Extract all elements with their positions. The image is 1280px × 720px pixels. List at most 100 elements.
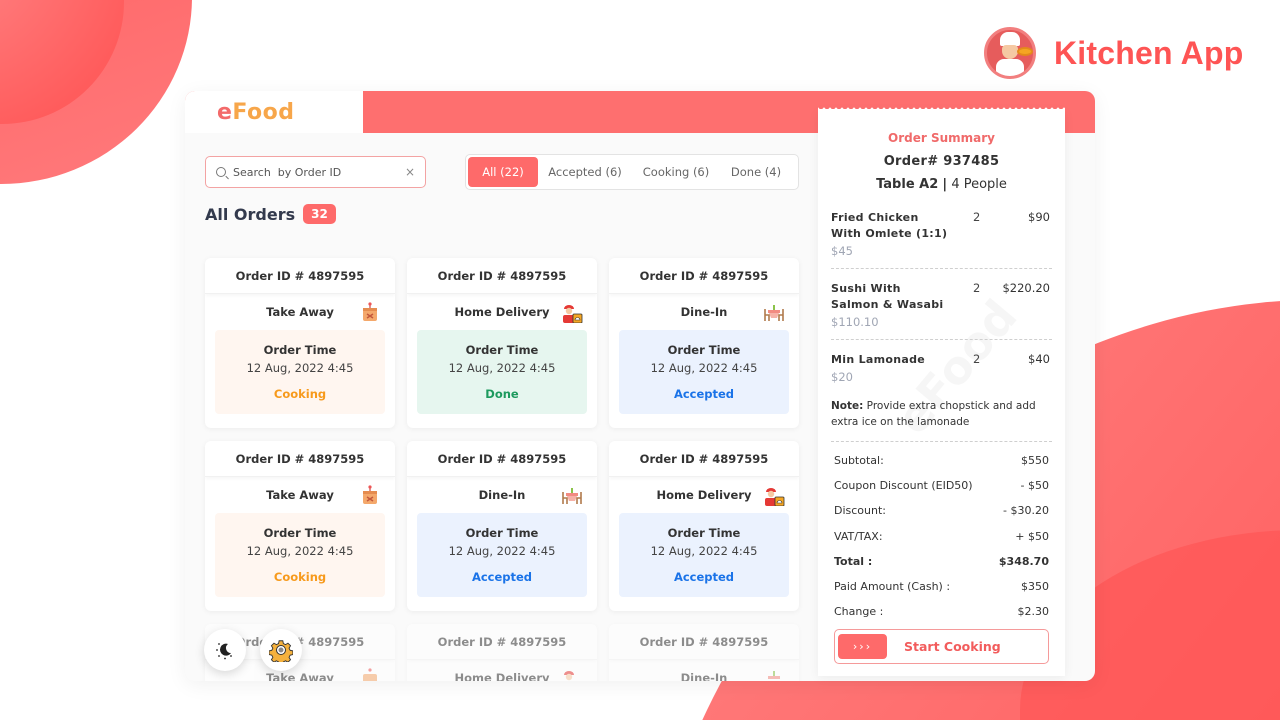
vat-row: VAT/TAX: + $50 <box>834 524 1049 549</box>
order-time-value: 12 Aug, 2022 4:45 <box>448 544 556 558</box>
start-cooking-slider[interactable]: ››› Start Cooking <box>834 629 1049 664</box>
status-badge: Cooking <box>273 387 327 401</box>
summary-order-number: Order# 937485 <box>883 154 1000 169</box>
takeaway-bag-icon <box>363 485 377 504</box>
order-type: Take Away <box>205 477 395 513</box>
order-card[interactable]: Order ID # 4897595 Take Away Order Time … <box>205 441 395 611</box>
order-card[interactable]: Order ID # 4897595 Home Delivery Order T… <box>609 441 799 611</box>
tab-done[interactable]: Done (4) <box>730 165 782 179</box>
row-label: Change : <box>834 605 884 619</box>
order-card[interactable]: Order ID # 4897595 Dine-In <box>609 624 799 681</box>
order-type: Home Delivery <box>407 660 597 681</box>
orders-count-badge: 32 <box>303 204 336 224</box>
search-input[interactable] <box>233 165 405 179</box>
order-type-label: Home Delivery <box>454 305 550 319</box>
order-time-panel: Order Time 12 Aug, 2022 4:45 Accepted <box>619 330 789 414</box>
note-text: Provide extra chopstick and add extra ic… <box>831 400 1036 428</box>
order-card[interactable]: Order ID # 4897595 Take Away Order Time … <box>205 258 395 428</box>
order-type: Dine-In <box>407 477 597 513</box>
order-type-label: Take Away <box>266 488 334 502</box>
item-name: Sushi With Salmon & Wasabi <box>831 282 944 311</box>
delivery-person-icon <box>765 488 785 506</box>
search-icon <box>216 167 226 177</box>
paid-amount-row: Paid Amount (Cash) : $350 <box>834 574 1049 599</box>
row-label: Total : <box>834 554 873 568</box>
order-card[interactable]: Order ID # 4897595 Home Delivery Order T… <box>407 258 597 428</box>
order-type: Home Delivery <box>407 294 597 330</box>
total-row: Total : $348.70 <box>834 549 1049 574</box>
efood-logo[interactable]: eFood <box>217 100 295 125</box>
row-label: Coupon Discount (EID50) <box>834 479 973 493</box>
summary-title: Order Summary <box>888 131 995 145</box>
order-note: Note: Provide extra chopstick and add ex… <box>831 398 1052 442</box>
row-value: $350 <box>1021 580 1049 594</box>
order-time-value: 12 Aug, 2022 4:45 <box>246 544 354 558</box>
row-value: $348.70 <box>998 554 1049 568</box>
item-unit-price: $110.10 <box>831 315 879 329</box>
settings-button[interactable] <box>260 629 302 671</box>
theme-toggle-button[interactable] <box>204 629 246 671</box>
item-total: $90 <box>1028 210 1050 224</box>
order-type: Take Away <box>205 294 395 330</box>
order-time-value: 12 Aug, 2022 4:45 <box>650 544 758 558</box>
item-quantity: 2 <box>973 210 981 224</box>
dine-in-table-icon <box>768 671 780 679</box>
order-summary-panel: eFood Order Summary Order# 937485 Table … <box>818 106 1065 676</box>
order-time-panel: Order Time 12 Aug, 2022 4:45 Accepted <box>619 513 789 597</box>
delivery-person-icon <box>563 305 583 323</box>
tab-cooking[interactable]: Cooking (6) <box>642 165 710 179</box>
order-id: Order ID # 4897595 <box>407 441 597 477</box>
start-cooking-label: Start Cooking <box>904 639 1001 654</box>
page-title: All Orders <box>205 204 296 224</box>
orders-header: All Orders 32 <box>205 204 336 224</box>
order-time-panel: Order Time 12 Aug, 2022 4:45 Accepted <box>417 513 587 597</box>
order-id: Order ID # 4897595 <box>205 441 395 477</box>
order-time-label: Order Time <box>667 526 741 540</box>
order-card[interactable]: Order ID # 4897595 Dine-In Order Time 12… <box>407 441 597 611</box>
order-time-label: Order Time <box>465 343 539 357</box>
order-item: Min Lamonade $20 2 $40 <box>831 339 1052 394</box>
item-total: $40 <box>1028 352 1050 366</box>
brand-header: Kitchen App <box>984 27 1243 79</box>
status-badge: Cooking <box>273 570 327 584</box>
order-time-label: Order Time <box>263 526 337 540</box>
order-id: Order ID # 4897595 <box>205 258 395 294</box>
coupon-row: Coupon Discount (EID50) - $50 <box>834 473 1049 498</box>
order-type-label: Home Delivery <box>454 671 550 681</box>
moon-sun-icon <box>216 643 232 660</box>
logo-area: eFood <box>185 91 363 133</box>
order-type-label: Home Delivery <box>656 488 752 502</box>
row-label: Paid Amount (Cash) : <box>834 580 951 594</box>
item-unit-price: $45 <box>831 244 853 258</box>
separator: | <box>942 177 948 192</box>
order-type-label: Dine-In <box>680 305 728 319</box>
receipt-edge <box>818 106 1065 112</box>
order-time-value: 12 Aug, 2022 4:45 <box>448 361 556 375</box>
brand-title: Kitchen App <box>1054 34 1244 71</box>
order-card[interactable]: Order ID # 4897595 Dine-In Order Time 12… <box>609 258 799 428</box>
slide-handle-arrows-icon[interactable]: ››› <box>838 634 887 659</box>
order-type-label: Take Away <box>266 305 334 319</box>
clear-icon[interactable]: × <box>404 165 415 179</box>
status-badge: Accepted <box>673 387 735 401</box>
row-label: Subtotal: <box>834 454 884 468</box>
order-items: Fried Chicken With Omlete (1:1) $45 2 $9… <box>831 210 1052 394</box>
order-item: Fried Chicken With Omlete (1:1) $45 2 $9… <box>831 210 1052 268</box>
order-id: Order ID # 4897595 <box>407 258 597 294</box>
takeaway-bag-icon <box>363 668 377 681</box>
takeaway-bag-icon <box>363 302 377 321</box>
order-time-panel: Order Time 12 Aug, 2022 4:45 Cooking <box>215 330 385 414</box>
order-time-value: 12 Aug, 2022 4:45 <box>246 361 354 375</box>
item-unit-price: $20 <box>831 370 853 384</box>
change-row: Change : $2.30 <box>834 599 1049 624</box>
order-id: Order ID # 4897595 <box>609 441 799 477</box>
tab-all[interactable]: All (22) <box>468 157 538 187</box>
tab-accepted[interactable]: Accepted (6) <box>548 165 622 179</box>
delivery-person-icon <box>564 671 574 681</box>
order-time-panel: Order Time 12 Aug, 2022 4:45 Cooking <box>215 513 385 597</box>
row-value: - $30.20 <box>1003 504 1049 518</box>
status-badge: Done <box>485 387 519 401</box>
order-card[interactable]: Order ID # 4897595 Home Delivery <box>407 624 597 681</box>
order-type-label: Take Away <box>266 671 334 681</box>
payment-totals: Subtotal: $550 Coupon Discount (EID50) - $… <box>834 448 1049 624</box>
